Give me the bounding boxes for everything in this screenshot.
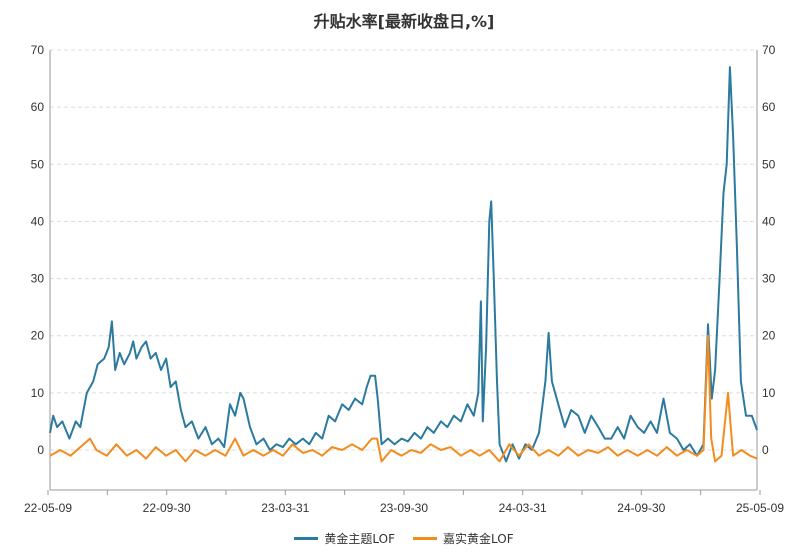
x-tick-label: 24-03-31 (499, 501, 547, 515)
y-tick-label-right: 40 (762, 214, 776, 228)
x-tick-label: 22-05-09 (24, 501, 72, 515)
x-tick-label: 23-03-31 (261, 501, 309, 515)
y-tick-label-left: 30 (31, 272, 45, 286)
y-tick-label-right: 10 (762, 386, 776, 400)
chart-title: 升贴水率[最新收盘日,%] (313, 12, 495, 31)
legend-item-series-2[interactable]: 嘉实黄金LOF (413, 530, 514, 547)
series-line-2 (49, 334, 758, 463)
legend-label-series-1: 黄金主题LOF (324, 532, 395, 546)
y-tick-label-left: 40 (31, 214, 45, 228)
x-tick-label: 24-09-30 (617, 501, 665, 515)
y-tick-label-left: 20 (31, 329, 45, 343)
y-tick-label-right: 20 (762, 329, 776, 343)
x-tick-label: 22-09-30 (143, 501, 191, 515)
y-tick-label-right: 70 (762, 43, 776, 57)
x-tick-label: 23-09-30 (380, 501, 428, 515)
y-tick-label-right: 0 (762, 443, 769, 457)
y-tick-label-left: 50 (31, 157, 45, 171)
y-tick-label-left: 10 (31, 386, 45, 400)
series-line-1 (49, 66, 758, 463)
legend-item-series-1[interactable]: 黄金主题LOF (294, 530, 395, 547)
legend-swatch-series-2 (413, 537, 437, 540)
y-tick-label-left: 70 (31, 43, 45, 57)
x-tick-label: 25-05-09 (736, 501, 784, 515)
y-tick-label-right: 50 (762, 157, 776, 171)
y-tick-label-right: 30 (762, 272, 776, 286)
legend: 黄金主题LOF 嘉实黄金LOF (0, 530, 808, 547)
y-tick-label-left: 0 (37, 443, 44, 457)
legend-swatch-series-1 (294, 537, 319, 540)
legend-label-series-2: 嘉实黄金LOF (443, 532, 514, 546)
y-tick-label-right: 60 (762, 100, 776, 114)
y-tick-label-left: 60 (31, 100, 45, 114)
